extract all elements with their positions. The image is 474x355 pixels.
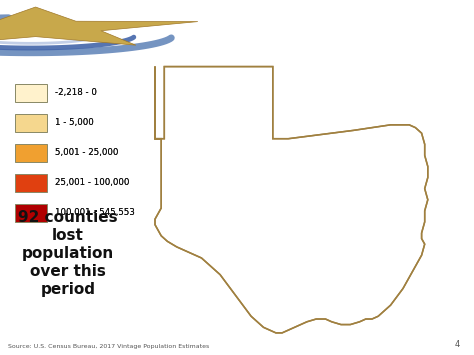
Ellipse shape	[359, 233, 373, 244]
Ellipse shape	[345, 254, 362, 268]
Text: 25,001 - 100,000: 25,001 - 100,000	[55, 178, 129, 187]
Ellipse shape	[233, 122, 245, 133]
Ellipse shape	[381, 127, 394, 139]
FancyBboxPatch shape	[15, 144, 47, 162]
Ellipse shape	[397, 134, 409, 143]
Ellipse shape	[358, 237, 368, 245]
Text: 1 - 5,000: 1 - 5,000	[55, 118, 94, 127]
Ellipse shape	[294, 317, 308, 327]
Ellipse shape	[401, 209, 417, 223]
Text: 5,001 - 25,000: 5,001 - 25,000	[55, 148, 118, 157]
Text: -2,218 - 0: -2,218 - 0	[55, 88, 97, 97]
Ellipse shape	[343, 279, 352, 286]
Ellipse shape	[401, 217, 424, 238]
Ellipse shape	[241, 184, 255, 193]
FancyBboxPatch shape	[15, 144, 47, 162]
Ellipse shape	[326, 256, 338, 266]
Ellipse shape	[208, 90, 219, 99]
FancyBboxPatch shape	[15, 174, 47, 192]
Text: 5,001 - 25,000: 5,001 - 25,000	[55, 148, 118, 157]
Text: 92 counties
lost
population
over this
period: 92 counties lost population over this pe…	[18, 211, 118, 297]
Text: 25,001 - 100,000: 25,001 - 100,000	[55, 178, 129, 187]
FancyBboxPatch shape	[15, 174, 47, 192]
Ellipse shape	[160, 193, 175, 206]
Polygon shape	[155, 67, 428, 333]
Ellipse shape	[392, 141, 401, 148]
Ellipse shape	[283, 324, 293, 331]
Ellipse shape	[376, 129, 386, 137]
Ellipse shape	[403, 200, 415, 210]
Ellipse shape	[404, 179, 414, 187]
Ellipse shape	[395, 233, 411, 245]
Ellipse shape	[342, 267, 353, 276]
Ellipse shape	[320, 267, 331, 276]
Ellipse shape	[286, 207, 296, 215]
FancyBboxPatch shape	[15, 204, 47, 222]
Text: 4: 4	[455, 340, 460, 349]
FancyBboxPatch shape	[15, 114, 47, 132]
FancyBboxPatch shape	[15, 84, 47, 102]
FancyBboxPatch shape	[15, 114, 47, 132]
Text: Estimated Population Change, Texas Counties, 2010 to 2017: Estimated Population Change, Texas Count…	[69, 24, 472, 37]
Text: 100,001 - 545,553: 100,001 - 545,553	[55, 208, 135, 217]
Polygon shape	[0, 7, 198, 45]
Ellipse shape	[381, 148, 400, 163]
Ellipse shape	[237, 191, 246, 197]
FancyBboxPatch shape	[15, 204, 47, 222]
Text: 1 - 5,000: 1 - 5,000	[55, 118, 94, 127]
Ellipse shape	[360, 218, 372, 226]
Text: -2,218 - 0: -2,218 - 0	[55, 88, 97, 97]
Ellipse shape	[372, 135, 397, 154]
Text: Source: U.S. Census Bureau, 2017 Vintage Population Estimates: Source: U.S. Census Bureau, 2017 Vintage…	[8, 344, 209, 349]
Ellipse shape	[348, 126, 358, 134]
FancyBboxPatch shape	[15, 84, 47, 102]
Text: 100,001 - 545,553: 100,001 - 545,553	[55, 208, 135, 217]
Ellipse shape	[274, 290, 284, 298]
Ellipse shape	[355, 246, 364, 253]
